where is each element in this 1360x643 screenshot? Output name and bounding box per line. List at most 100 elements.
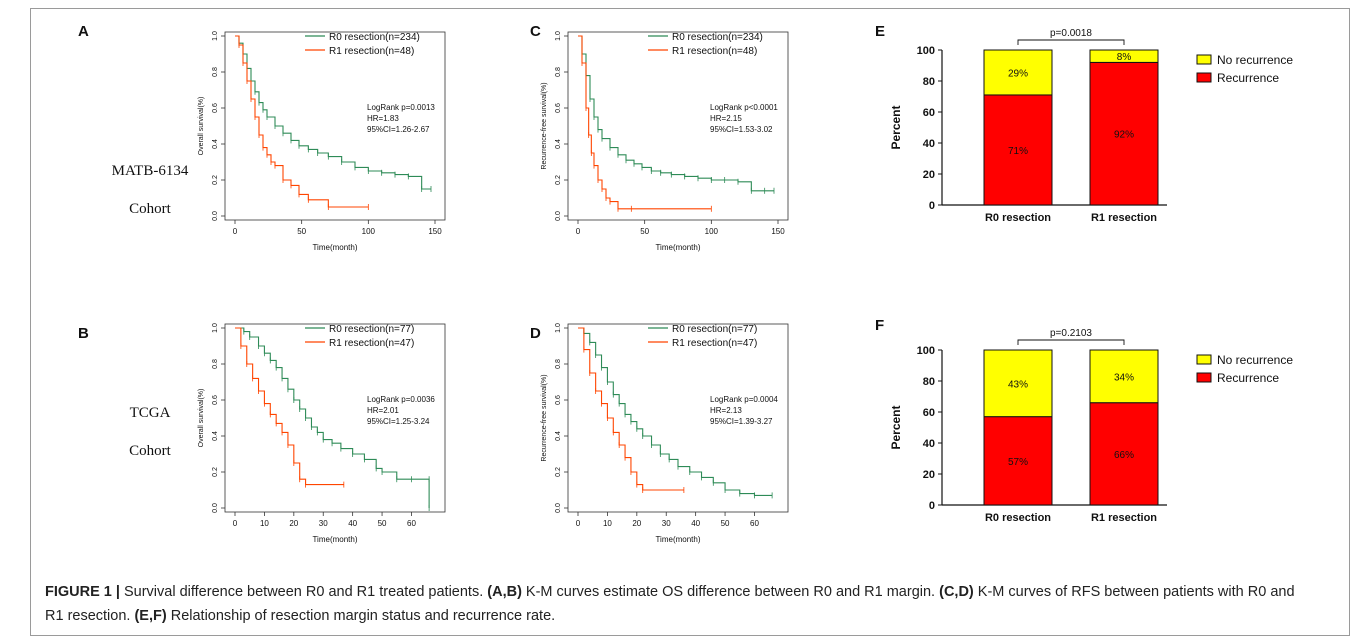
survival-curve xyxy=(235,35,369,208)
legend-label: R1 resection(n=47) xyxy=(672,338,757,349)
x-tick-label: 150 xyxy=(771,227,785,236)
legend-swatch xyxy=(1196,354,1212,365)
legend-swatch xyxy=(1196,72,1212,83)
y-tick-label: 0.4 xyxy=(555,431,562,441)
y-tick-label: 100 xyxy=(917,45,935,57)
bar-no-recurrence xyxy=(983,349,1053,418)
caption-text: K-M curves of RFS between patients with … xyxy=(45,584,1295,624)
survival-curve xyxy=(578,35,774,192)
bar-no-recurrence xyxy=(1089,349,1159,404)
stat-annotation: LogRank p=0.0004 xyxy=(710,395,778,404)
stat-annotation: 95%CI=1.53-3.02 xyxy=(710,125,773,134)
y-tick-label: 60 xyxy=(923,107,935,119)
y-tick-label: 0.6 xyxy=(212,395,219,405)
y-tick-label: 1.0 xyxy=(555,323,562,333)
x-tick-label: 0 xyxy=(576,227,581,236)
plot-box xyxy=(224,323,446,513)
panel-letter: A xyxy=(78,23,89,40)
y-tick-label: 80 xyxy=(923,376,935,388)
x-tick-label: R0 resection xyxy=(985,212,1051,224)
bar-value-label: 71% xyxy=(1008,146,1028,157)
stat-annotation: LogRank p=0.0013 xyxy=(367,103,435,112)
panel-letter: B xyxy=(78,325,89,342)
cohort-name: MATB-6134 xyxy=(111,163,189,179)
panel-letter: C xyxy=(530,23,541,40)
cohort-label-tcga: TCGA Cohort xyxy=(80,394,220,470)
plot-box xyxy=(224,31,446,221)
y-tick-label: 0.8 xyxy=(555,359,562,369)
x-tick-label: 20 xyxy=(632,519,641,528)
x-tick-label: 50 xyxy=(297,227,306,236)
y-tick-label: 20 xyxy=(923,469,935,481)
cohort-name: TCGA xyxy=(129,405,171,421)
x-axis-label: Time(month) xyxy=(655,243,700,252)
y-tick-label: 0.8 xyxy=(212,359,219,369)
panel-letter: E xyxy=(875,23,885,40)
x-tick-label: 10 xyxy=(603,519,612,528)
y-tick-label: 0.6 xyxy=(555,103,562,113)
y-tick-label: 0.8 xyxy=(212,67,219,77)
caption-label: FIGURE 1 | xyxy=(45,584,120,600)
caption-ref: (A,B) xyxy=(487,584,522,600)
p-value-label: p=0.0018 xyxy=(1050,28,1092,39)
y-tick-label: 100 xyxy=(917,345,935,357)
bar-recurrence xyxy=(983,416,1053,506)
y-tick-label: 0.2 xyxy=(555,467,562,477)
x-axis-label: Time(month) xyxy=(655,535,700,544)
bar-value-label: 34% xyxy=(1114,372,1134,383)
bar-value-label: 43% xyxy=(1008,379,1028,390)
legend-swatch xyxy=(1196,372,1212,383)
x-tick-label: R1 resection xyxy=(1091,512,1157,524)
y-tick-label: 0 xyxy=(929,200,935,212)
y-axis-label: Recurrence-free survival(%) xyxy=(541,374,548,461)
y-tick-label: 0.2 xyxy=(555,175,562,185)
x-tick-label: 40 xyxy=(691,519,700,528)
caption-text: Survival difference between R0 and R1 tr… xyxy=(119,584,488,600)
x-tick-label: 100 xyxy=(362,227,376,236)
survival-curve xyxy=(578,327,684,491)
y-tick-label: 1.0 xyxy=(555,31,562,41)
y-tick-label: 0.4 xyxy=(212,139,219,149)
y-tick-label: 0.6 xyxy=(212,103,219,113)
survival-curve xyxy=(578,35,712,210)
panel-letter: D xyxy=(530,325,541,342)
legend-label: Recurrence xyxy=(1217,371,1279,385)
caption-ref: (E,F) xyxy=(134,608,167,624)
stat-annotation: HR=1.83 xyxy=(367,114,399,123)
x-tick-label: 50 xyxy=(721,519,730,528)
y-axis-label: Recurrence-free survival(%) xyxy=(541,82,548,169)
bar-value-label: 66% xyxy=(1114,450,1134,461)
cohort-suffix: Cohort xyxy=(129,201,171,217)
y-tick-label: 0.0 xyxy=(212,211,219,221)
stat-annotation: LogRank p=0.0036 xyxy=(367,395,435,404)
x-tick-label: R1 resection xyxy=(1091,212,1157,224)
significance-bracket xyxy=(1017,39,1125,45)
legend-label: R1 resection(n=48) xyxy=(329,46,414,57)
y-tick-label: 1.0 xyxy=(212,323,219,333)
y-tick-label: 40 xyxy=(923,438,935,450)
figure-panels: A0 50 100 1500.00.20.40.60.81.0Time(month)O… xyxy=(78,23,1293,544)
y-tick-label: 0.4 xyxy=(212,431,219,441)
figure-caption: FIGURE 1 | Survival difference between R… xyxy=(45,580,1315,628)
y-tick-label: 0.0 xyxy=(212,503,219,513)
cohort-suffix: Cohort xyxy=(129,443,171,459)
x-tick-label: 60 xyxy=(750,519,759,528)
caption-text: K-M curves estimate OS difference betwee… xyxy=(521,584,940,600)
bar-no-recurrence xyxy=(983,49,1053,96)
y-tick-label: 20 xyxy=(923,169,935,181)
legend-label: R0 resection(n=234) xyxy=(329,32,420,43)
y-tick-label: 0.0 xyxy=(555,211,562,221)
caption-text: Relationship of resection margin status … xyxy=(166,608,556,624)
bar-value-label: 8% xyxy=(1117,52,1132,63)
survival-curve xyxy=(235,327,430,508)
y-axis-label: Percent xyxy=(889,105,903,149)
stat-annotation: LogRank p<0.0001 xyxy=(710,103,778,112)
y-tick-label: 1.0 xyxy=(212,31,219,41)
x-tick-label: R0 resection xyxy=(985,512,1051,524)
y-tick-label: 0.4 xyxy=(555,139,562,149)
legend-label: R1 resection(n=47) xyxy=(329,338,414,349)
y-tick-label: 0.8 xyxy=(555,67,562,77)
bar-recurrence xyxy=(983,94,1053,206)
stat-annotation: 95%CI=1.25-3.24 xyxy=(367,417,430,426)
legend-label: R1 resection(n=48) xyxy=(672,46,757,57)
